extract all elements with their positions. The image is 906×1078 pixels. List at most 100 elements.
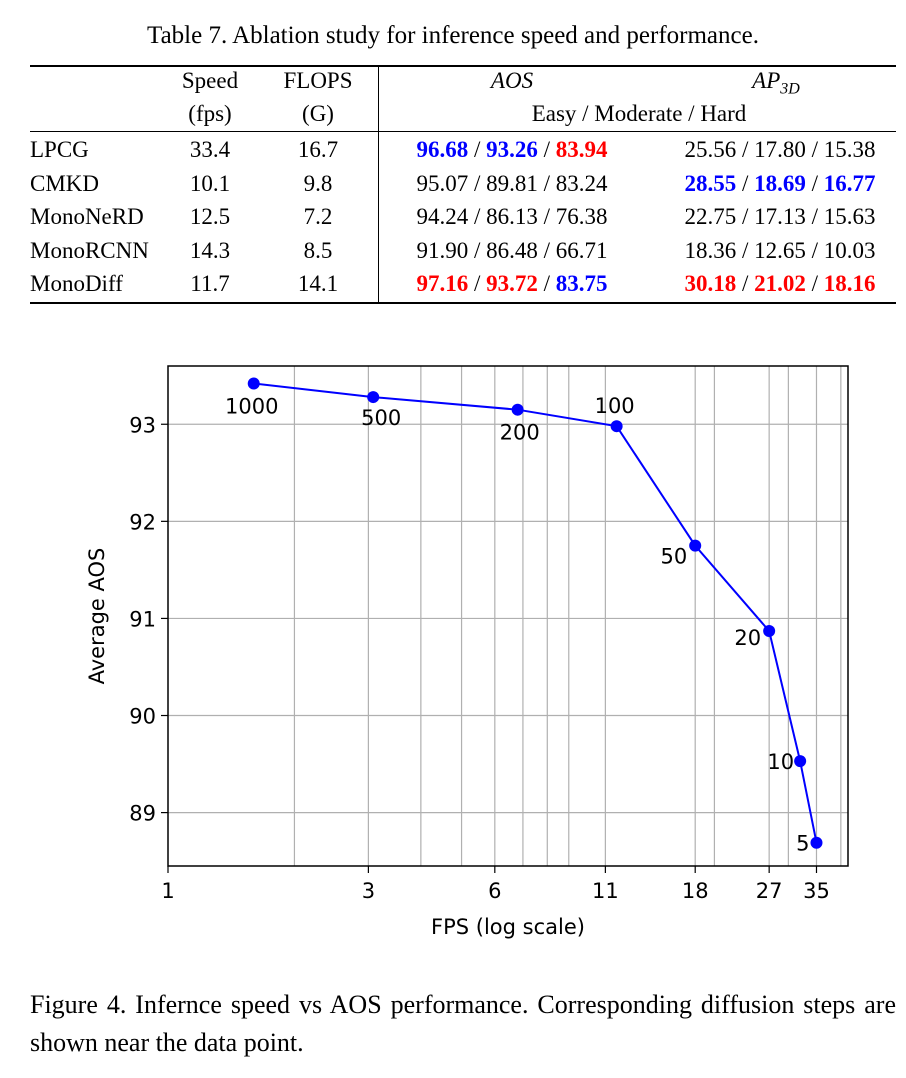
ap3d-value: 15.38 [823, 137, 876, 162]
y-tick-label: 91 [129, 607, 156, 631]
table-header-rule [30, 131, 896, 132]
separator: / [537, 237, 556, 263]
ap3d-value: 18.69 [754, 170, 806, 196]
point-label: 500 [361, 406, 401, 430]
speed-value: 14.3 [189, 237, 231, 263]
ap3d-value: 16.77 [823, 170, 876, 196]
separator: / [468, 237, 487, 263]
separator: / [537, 137, 556, 162]
data-point [610, 420, 623, 433]
method-name: MonoDiff [30, 271, 123, 297]
flops-value: 14.1 [297, 271, 339, 297]
separator: / [805, 170, 824, 196]
x-tick-label: 11 [592, 879, 619, 903]
x-tick-label: 6 [488, 879, 501, 903]
data-point [810, 836, 823, 849]
separator: / [468, 137, 487, 162]
ap3d-value: 28.55 [684, 170, 737, 196]
aos-values: 94.24 / 86.13 / 76.38 [416, 203, 607, 231]
data-point [763, 625, 776, 638]
point-label: 100 [595, 394, 635, 418]
ap3d-value: 18.16 [823, 271, 876, 297]
point-label: 20 [734, 626, 761, 650]
speed-value: 10.1 [189, 170, 231, 196]
header-ap3d-subscript: 3D [780, 80, 800, 98]
separator: / [468, 204, 487, 230]
ap3d-values: 25.56 / 17.80 / 15.38 [684, 136, 875, 164]
ap3d-value: 25.56 [684, 137, 737, 162]
ap3d-values: 28.55 / 18.69 / 16.77 [684, 170, 875, 198]
aos-values: 96.68 / 93.26 / 83.94 [416, 136, 607, 164]
x-tick-label: 1 [161, 879, 174, 903]
aos-value: 89.81 [486, 170, 538, 196]
table-bottom-rule [30, 302, 896, 304]
aos-value: 86.13 [486, 204, 538, 230]
method-name: MonoNeRD [30, 204, 144, 230]
ap3d-value: 18.36 [684, 237, 737, 263]
ap3d-value: 17.80 [754, 137, 806, 162]
x-tick-label: 18 [682, 879, 709, 903]
data-point [511, 403, 524, 416]
separator: / [805, 204, 824, 230]
table-top-rule [30, 65, 896, 67]
separator: / [537, 170, 556, 196]
aos-value: 94.24 [416, 204, 469, 230]
y-tick-label: 90 [129, 705, 156, 729]
point-label: 50 [660, 545, 687, 569]
header-flops: FLOPS [283, 68, 353, 93]
aos-value: 83.94 [555, 137, 608, 162]
flops-value: 9.8 [303, 170, 333, 196]
separator: / [736, 237, 755, 263]
separator: / [736, 271, 755, 297]
aos-value: 97.16 [416, 271, 469, 297]
point-label: 200 [500, 421, 540, 445]
header-aos: AOS [490, 68, 534, 93]
separator: / [468, 271, 487, 297]
ap3d-value: 30.18 [684, 271, 737, 297]
separator: / [736, 204, 755, 230]
figure-caption: Figure 4. Infernce speed vs AOS performa… [30, 990, 896, 1057]
aos-value: 86.48 [486, 237, 538, 263]
table-title: Table 7. Ablation study for inference sp… [147, 22, 759, 49]
aos-values: 91.90 / 86.48 / 66.71 [416, 237, 607, 265]
data-point [794, 755, 807, 768]
series-line [253, 382, 818, 843]
aos-value: 83.75 [555, 271, 608, 297]
speed-value: 11.7 [190, 271, 230, 297]
ap3d-value: 22.75 [684, 204, 737, 230]
method-name: CMKD [30, 170, 100, 196]
ap3d-values: 30.18 / 21.02 / 18.16 [684, 270, 875, 298]
aos-value: 93.72 [486, 271, 538, 297]
aos-value: 93.26 [486, 137, 538, 162]
header-flops-unit: (G) [302, 101, 334, 126]
aos-value: 83.24 [555, 170, 608, 196]
x-tick-label: 3 [362, 879, 375, 903]
table-column-divider [378, 66, 379, 303]
aos-value: 95.07 [416, 170, 469, 196]
aos-values: 97.16 / 93.72 / 83.75 [416, 270, 607, 298]
x-tick-label: 35 [803, 879, 830, 903]
separator: / [805, 137, 824, 162]
y-tick-label: 93 [129, 413, 156, 437]
speed-value: 33.4 [189, 137, 231, 162]
point-label: 5 [796, 832, 809, 856]
ap3d-value: 17.13 [754, 204, 806, 230]
method-name: LPCG [30, 137, 89, 162]
point-label: 10 [767, 750, 794, 774]
data-point [247, 377, 260, 390]
aos-value: 76.38 [555, 204, 608, 230]
ap3d-value: 15.63 [823, 204, 876, 230]
y-tick-label: 89 [129, 802, 156, 826]
fps-vs-aos-chart: 1 3 6 11 18 27 35 89 90 91 92 93 FPS (log scale) Aver… [85, 365, 849, 939]
plot-frame [167, 365, 849, 867]
speed-value: 12.5 [189, 204, 231, 230]
aos-values: 95.07 / 89.81 / 83.24 [416, 170, 607, 198]
header-ap3d: AP3D [752, 67, 800, 104]
data-point [689, 539, 702, 552]
separator: / [468, 170, 487, 196]
flops-value: 16.7 [297, 137, 339, 162]
ap3d-value: 10.03 [823, 237, 876, 263]
ap3d-values: 18.36 / 12.65 / 10.03 [684, 237, 875, 265]
aos-value: 96.68 [416, 137, 469, 162]
y-tick-label: 92 [129, 510, 156, 534]
